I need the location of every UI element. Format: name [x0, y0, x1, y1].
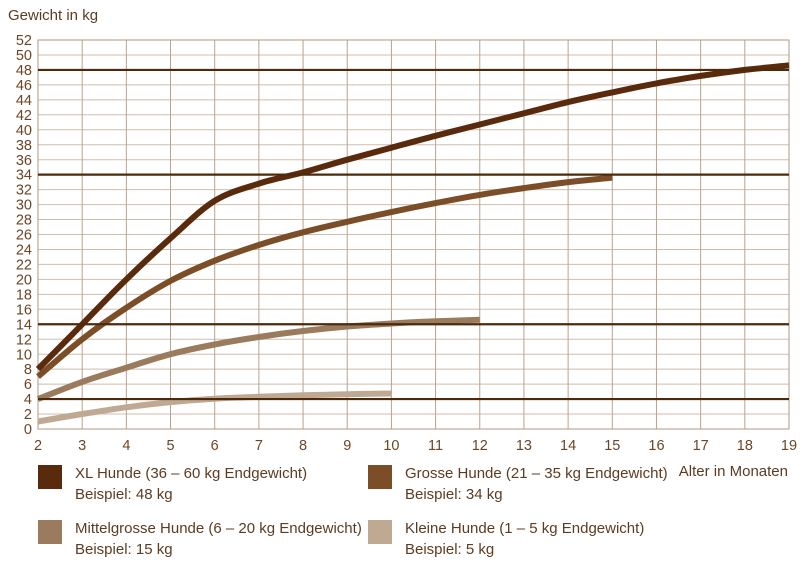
legend-label: Grosse Hunde (21 – 35 kg Endgewicht) [405, 465, 668, 482]
svg-text:50: 50 [16, 48, 32, 64]
growth-chart: 0 2 4 6 8 10 12 14 16 18 20 22 24 26 28 30 32 34 36 38 40 42 4… [0, 26, 800, 460]
svg-text:52: 52 [16, 33, 32, 49]
svg-text:24: 24 [16, 243, 32, 259]
svg-text:9: 9 [343, 438, 351, 454]
svg-text:14: 14 [16, 317, 32, 333]
svg-text:11: 11 [428, 438, 443, 454]
svg-text:22: 22 [16, 257, 32, 273]
svg-text:3: 3 [78, 438, 86, 454]
svg-text:2: 2 [34, 438, 42, 454]
x-axis-label: Alter in Monaten [678, 463, 788, 480]
svg-text:38: 38 [16, 138, 32, 154]
growth-chart-canvas: 0246810121416182022242628303234363840424… [16, 33, 797, 454]
svg-text:16: 16 [648, 438, 664, 454]
svg-text:34: 34 [16, 168, 32, 184]
legend-item-xl-hunde: XL Hunde (36 – 60 kg Endgewicht) Beispie… [38, 463, 307, 505]
svg-text:48: 48 [16, 63, 32, 79]
svg-text:0: 0 [24, 422, 32, 438]
legend-example: Beispiel: 48 kg [75, 486, 173, 503]
svg-text:6: 6 [211, 438, 219, 454]
grosse-hunde-swatch [368, 465, 392, 489]
legend-item-grosse-hunde: Grosse Hunde (21 – 35 kg Endgewicht) Bei… [368, 463, 668, 505]
svg-text:10: 10 [16, 347, 32, 363]
svg-text:18: 18 [737, 438, 753, 454]
svg-text:13: 13 [516, 438, 532, 454]
svg-text:42: 42 [16, 108, 32, 124]
svg-text:14: 14 [560, 438, 576, 454]
svg-text:36: 36 [16, 153, 32, 169]
svg-text:4: 4 [122, 438, 130, 454]
legend-item-mittelgrosse-hunde: Mittelgrosse Hunde (6 – 20 kg Endgewicht… [38, 518, 362, 560]
svg-text:15: 15 [604, 438, 620, 454]
svg-text:46: 46 [16, 78, 32, 94]
legend: XL Hunde (36 – 60 kg Endgewicht) Beispie… [0, 460, 800, 561]
legend-label: Kleine Hunde (1 – 5 kg Endgewicht) [405, 520, 645, 537]
svg-text:18: 18 [16, 287, 32, 303]
svg-text:40: 40 [16, 123, 32, 139]
svg-text:7: 7 [255, 438, 263, 454]
svg-text:20: 20 [16, 272, 32, 288]
svg-text:2: 2 [24, 407, 32, 423]
legend-label: Mittelgrosse Hunde (6 – 20 kg Endgewicht… [75, 520, 362, 537]
legend-example: Beispiel: 34 kg [405, 486, 503, 503]
svg-text:10: 10 [383, 438, 399, 454]
svg-text:12: 12 [472, 438, 488, 454]
legend-example: Beispiel: 5 kg [405, 541, 495, 558]
chart-title: Gewicht in kg [8, 7, 99, 24]
svg-text:30: 30 [16, 198, 32, 214]
svg-text:17: 17 [693, 438, 709, 454]
svg-text:44: 44 [16, 93, 32, 109]
mittelgrosse-hunde-swatch [38, 520, 62, 544]
svg-text:5: 5 [166, 438, 174, 454]
svg-text:12: 12 [16, 332, 32, 348]
svg-text:26: 26 [16, 228, 32, 244]
xl-hunde-swatch [38, 465, 62, 489]
svg-text:4: 4 [24, 392, 32, 408]
svg-text:28: 28 [16, 213, 32, 229]
svg-text:6: 6 [24, 377, 32, 393]
legend-item-kleine-hunde: Kleine Hunde (1 – 5 kg Endgewicht) Beisp… [368, 518, 644, 560]
svg-text:32: 32 [16, 183, 32, 199]
legend-label: XL Hunde (36 – 60 kg Endgewicht) [75, 465, 308, 482]
kleine-hunde-swatch [368, 520, 392, 544]
svg-text:19: 19 [781, 438, 797, 454]
svg-text:8: 8 [24, 362, 32, 378]
legend-example: Beispiel: 15 kg [75, 541, 173, 558]
svg-text:8: 8 [299, 438, 307, 454]
svg-text:16: 16 [16, 302, 32, 318]
